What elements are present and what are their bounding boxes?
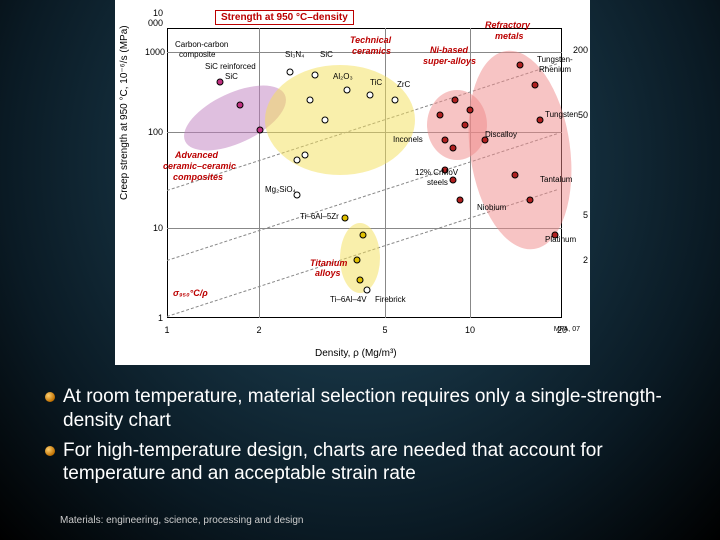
data-point: [302, 152, 309, 159]
data-point: [532, 82, 539, 89]
data-point: [307, 97, 314, 104]
data-point: [450, 177, 457, 184]
grid-line: [259, 28, 260, 318]
group-label: super-alloys: [423, 56, 476, 66]
material-label: Discalloy: [485, 130, 517, 139]
material-label: Mg₂SiO₄: [265, 185, 296, 194]
group-label: alloys: [315, 268, 341, 278]
chart-title: Strength at 950 °C–density: [215, 10, 354, 25]
data-point: [354, 257, 361, 264]
data-point: [217, 79, 224, 86]
y-tick-left: 100: [145, 127, 163, 137]
material-label: ZrC: [397, 80, 410, 89]
data-point: [467, 107, 474, 114]
bullet-icon: [45, 446, 55, 456]
group-label: Ni-based: [430, 45, 468, 55]
data-point: [437, 112, 444, 119]
data-point: [364, 287, 371, 294]
data-point: [357, 277, 364, 284]
material-label: Carbon-carbon: [175, 40, 228, 49]
material-label: Ti–6Al–4V: [330, 295, 367, 304]
bullet-text: For high-temperature design, charts are …: [63, 439, 675, 487]
material-label: TiC: [370, 78, 382, 87]
data-point: [322, 117, 329, 124]
slide-footer: Materials: engineering, science, process…: [60, 515, 303, 526]
data-point: [312, 72, 319, 79]
y-tick-right: 2: [583, 255, 588, 265]
group-label: Technical: [350, 35, 391, 45]
data-point: [287, 69, 294, 76]
bullet-item: At room temperature, material selection …: [45, 385, 675, 433]
bullet-icon: [45, 392, 55, 402]
material-label: Tungsten: [545, 110, 578, 119]
group-label: metals: [495, 31, 524, 41]
material-label: Niobium: [477, 203, 506, 212]
data-point: [537, 117, 544, 124]
data-point: [392, 97, 399, 104]
group-label: composites: [173, 172, 223, 182]
data-point: [512, 172, 519, 179]
data-point: [360, 232, 367, 239]
data-point: [452, 97, 459, 104]
y-axis-label: Creep strength at 950 °C, 10⁻⁶/s (MPa): [119, 25, 130, 200]
data-point: [342, 215, 349, 222]
material-label: Platinum: [545, 235, 576, 244]
x-tick: 1: [164, 325, 169, 335]
material-label: SiC reinforced: [205, 62, 256, 71]
bullet-list: At room temperature, material selection …: [45, 385, 675, 492]
group-label: ceramic–ceramic: [163, 161, 236, 171]
data-point: [517, 62, 524, 69]
data-point: [442, 137, 449, 144]
material-label: Inconels: [393, 135, 423, 144]
bullet-text: At room temperature, material selection …: [63, 385, 675, 433]
y-tick-right: 200: [573, 45, 588, 55]
grid-line: [470, 28, 471, 318]
data-point: [457, 197, 464, 204]
grid-line: [385, 28, 386, 318]
material-label: Si₃N₄: [285, 50, 304, 59]
material-label: Al₂O₃: [333, 72, 353, 81]
x-axis-label: Density, ρ (Mg/m³): [315, 348, 397, 359]
ashby-chart-panel: Strength at 950 °C–density Creep strengt…: [115, 0, 590, 365]
y-tick-left: 10 000: [145, 8, 163, 28]
material-label: SiC: [225, 72, 238, 81]
material-bubble-technical-ceramics: [265, 65, 415, 175]
y-tick-right: 5: [583, 210, 588, 220]
group-label: Refractory: [485, 20, 530, 30]
material-label: composite: [179, 50, 215, 59]
data-point: [344, 87, 351, 94]
material-label: Tantalum: [540, 175, 572, 184]
y-tick-right: 50: [578, 110, 588, 120]
y-tick-left: 10: [145, 223, 163, 233]
material-label: steels: [427, 178, 448, 187]
data-point: [450, 145, 457, 152]
group-label: ceramics: [352, 46, 391, 56]
x-tick: 2: [256, 325, 261, 335]
y-tick-left: 1000: [145, 47, 163, 57]
group-label: σ₉₅₀°C/ρ: [173, 288, 208, 298]
x-tick: 10: [465, 325, 475, 335]
material-label: 12% CrMoV: [415, 168, 458, 177]
chart-credit: MFA, 07: [554, 326, 580, 333]
data-point: [527, 197, 534, 204]
material-label: Rhenium: [539, 65, 571, 74]
data-point: [257, 127, 264, 134]
data-point: [462, 122, 469, 129]
bullet-item: For high-temperature design, charts are …: [45, 439, 675, 487]
group-label: Titanium: [310, 258, 347, 268]
data-point: [367, 92, 374, 99]
material-label: Ti–6Al–5Zr: [300, 212, 339, 221]
data-point: [294, 157, 301, 164]
material-label: SiC: [320, 50, 333, 59]
material-label: Firebrick: [375, 295, 406, 304]
data-point: [237, 102, 244, 109]
material-label: Tungsten-: [537, 55, 573, 64]
y-tick-left: 1: [145, 313, 163, 323]
x-tick: 5: [382, 325, 387, 335]
group-label: Advanced: [175, 150, 218, 160]
